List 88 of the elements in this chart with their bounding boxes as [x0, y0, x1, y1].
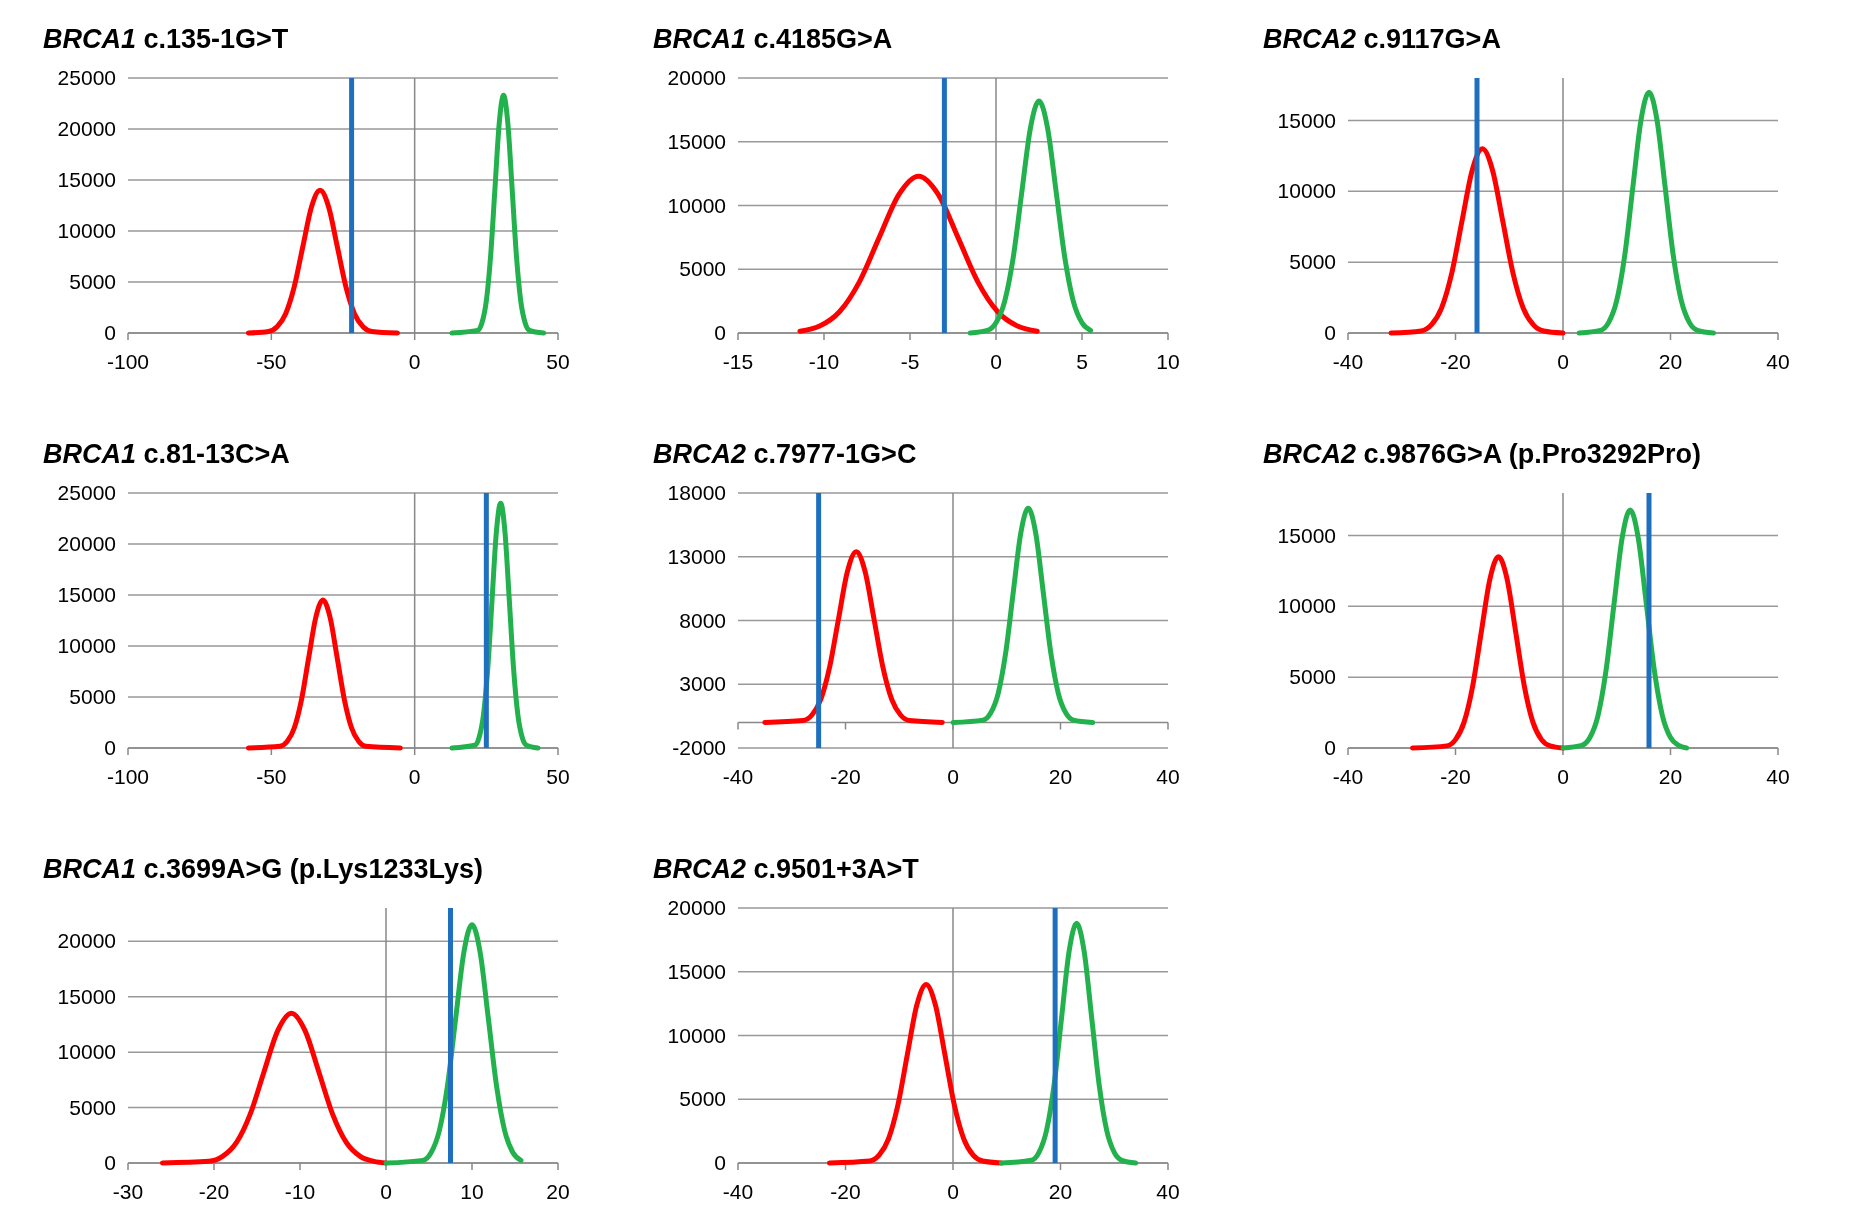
- x-tick-label: 0: [408, 765, 421, 788]
- y-tick-label: 5000: [69, 1095, 116, 1119]
- y-tick-label: 0: [1324, 321, 1336, 344]
- x-tick-label: 0: [990, 350, 1002, 373]
- y-tick-label: 15000: [57, 984, 116, 1008]
- y-tick-label: 13000: [667, 544, 726, 568]
- x-tick-label: 0: [408, 350, 421, 373]
- y-tick-label: 15000: [667, 959, 726, 983]
- x-tick-label: -40: [1332, 350, 1364, 373]
- y-tick-label: 10000: [57, 634, 116, 657]
- x-tick-label: 5: [1076, 350, 1088, 373]
- y-tick-label: 20000: [667, 896, 726, 919]
- x-tick-label: 40: [1156, 765, 1180, 788]
- x-tick-label: 50: [546, 765, 570, 788]
- y-tick-label: -2000: [672, 736, 726, 759]
- y-tick-label: 25000: [57, 66, 116, 89]
- x-tick-label: 40: [1766, 765, 1790, 788]
- y-tick-label: 20000: [57, 117, 116, 140]
- x-tick-label: 0: [947, 1180, 959, 1203]
- y-tick-label: 20000: [667, 66, 726, 89]
- x-tick-label: 10: [1156, 350, 1180, 373]
- x-tick-label: -100: [106, 350, 150, 373]
- y-tick-label: 15000: [667, 129, 726, 153]
- chart-title: BRCA2 c.7977-1G>C: [653, 439, 917, 469]
- y-tick-label: 5000: [69, 270, 116, 293]
- y-tick-label: 15000: [1277, 523, 1336, 547]
- x-tick-label: 0: [947, 765, 959, 788]
- chart-title: BRCA1 c.3699A>G (p.Lys1233Lys): [43, 854, 483, 884]
- y-tick-label: 0: [104, 736, 116, 759]
- x-tick-label: 0: [380, 1180, 392, 1203]
- x-tick-label: -40: [722, 1180, 754, 1203]
- y-tick-label: 18000: [667, 481, 726, 504]
- y-tick-label: 0: [104, 1151, 116, 1174]
- y-tick-label: 5000: [69, 685, 116, 708]
- x-tick-label: 40: [1766, 350, 1790, 373]
- y-tick-label: 15000: [57, 168, 116, 191]
- x-tick-label: -20: [1440, 350, 1471, 373]
- x-tick-label: -50: [256, 350, 287, 373]
- x-tick-label: -10: [808, 350, 840, 373]
- y-tick-label: 0: [714, 1151, 726, 1174]
- x-tick-label: -20: [830, 765, 861, 788]
- x-tick-label: -5: [900, 350, 920, 373]
- y-tick-label: 10000: [667, 1023, 726, 1047]
- y-tick-label: 10000: [1277, 179, 1336, 203]
- y-tick-label: 8000: [679, 608, 726, 632]
- y-tick-label: 10000: [667, 193, 726, 217]
- x-tick-label: -50: [256, 765, 287, 788]
- x-tick-label: 20: [1048, 1180, 1073, 1203]
- x-tick-label: -40: [722, 765, 754, 788]
- y-tick-label: 10000: [57, 1040, 116, 1064]
- y-tick-label: 10000: [1277, 594, 1336, 618]
- x-tick-label: -40: [1332, 765, 1364, 788]
- chart-title: BRCA2 c.9117G>A: [1263, 24, 1501, 54]
- x-tick-label: 50: [546, 350, 570, 373]
- x-tick-label: -15: [722, 350, 754, 373]
- x-tick-label: 10: [460, 1180, 484, 1203]
- x-tick-label: -20: [1440, 765, 1471, 788]
- y-tick-label: 5000: [1289, 250, 1336, 274]
- x-tick-label: 20: [1048, 765, 1073, 788]
- x-tick-label: 40: [1156, 1180, 1180, 1203]
- y-tick-label: 0: [714, 321, 726, 344]
- chart-title: BRCA1 c.81-13C>A: [43, 439, 290, 469]
- chart-title: BRCA1 c.4185G>A: [653, 24, 893, 54]
- chart-title: BRCA1 c.135-1G>T: [43, 24, 289, 54]
- y-tick-label: 20000: [57, 532, 116, 555]
- x-tick-label: 20: [1658, 765, 1683, 788]
- y-tick-label: 10000: [57, 219, 116, 242]
- y-tick-label: 20000: [57, 929, 116, 953]
- x-tick-label: 20: [1658, 350, 1683, 373]
- y-tick-label: 3000: [679, 672, 726, 696]
- x-tick-label: -30: [112, 1180, 144, 1203]
- y-tick-label: 15000: [57, 583, 116, 606]
- y-tick-label: 0: [1324, 736, 1336, 759]
- x-tick-label: 0: [1557, 350, 1569, 373]
- y-tick-label: 0: [104, 321, 116, 344]
- x-tick-label: -100: [106, 765, 150, 788]
- chart-title: BRCA2 c.9501+3A>T: [653, 854, 920, 884]
- x-tick-label: -20: [198, 1180, 230, 1203]
- x-tick-label: 0: [1557, 765, 1569, 788]
- y-tick-label: 15000: [1277, 108, 1336, 132]
- y-tick-label: 5000: [679, 257, 726, 281]
- x-tick-label: -20: [830, 1180, 861, 1203]
- y-tick-label: 5000: [1289, 665, 1336, 689]
- y-tick-label: 5000: [679, 1087, 726, 1111]
- x-tick-label: -10: [284, 1180, 316, 1203]
- x-tick-label: 20: [546, 1180, 570, 1203]
- y-tick-label: 25000: [57, 481, 116, 504]
- chart-title: BRCA2 c.9876G>A (p.Pro3292Pro): [1263, 439, 1701, 469]
